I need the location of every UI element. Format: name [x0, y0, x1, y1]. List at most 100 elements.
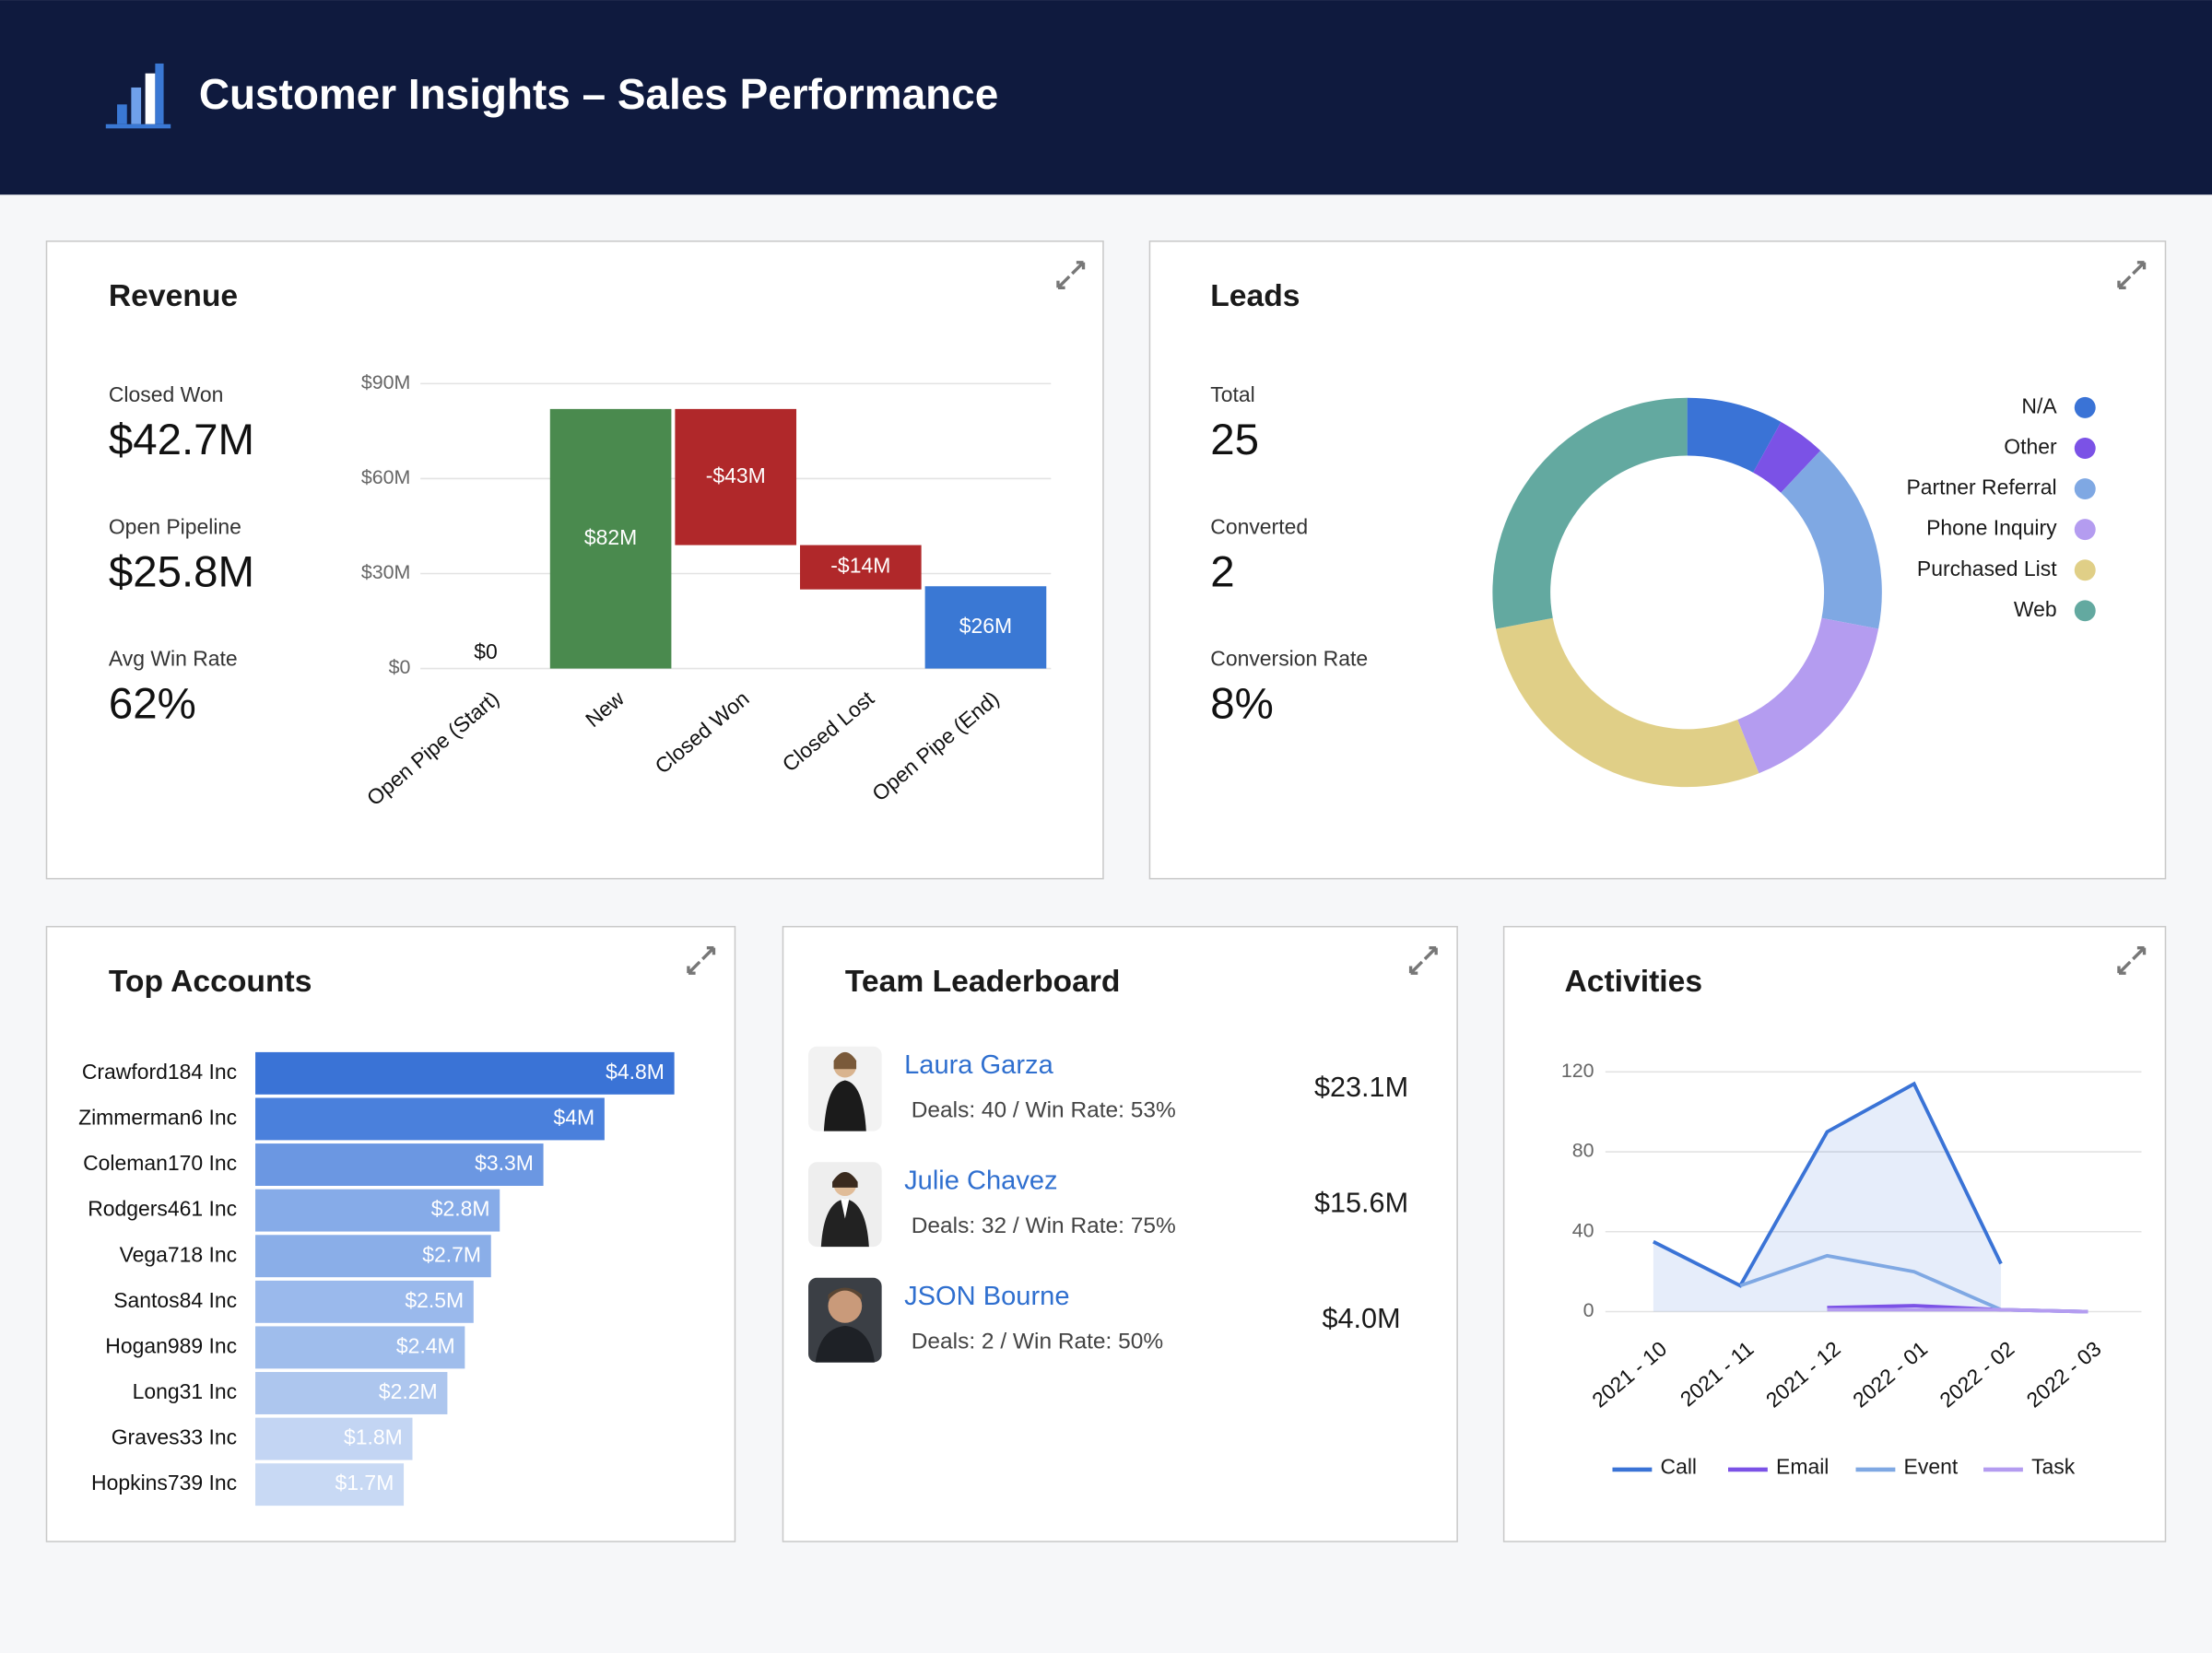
- y-tick-label: Vega718 Inc: [120, 1242, 238, 1266]
- y-tick-label: 80: [1572, 1140, 1594, 1162]
- expand-icon[interactable]: [2117, 261, 2147, 289]
- bar-label: -$43M: [706, 463, 766, 487]
- bar: [255, 1235, 491, 1278]
- panel-title: Leads: [1210, 279, 1300, 313]
- y-tick-label: $30M: [361, 561, 411, 583]
- rep-name[interactable]: Julie Chavez: [904, 1166, 1057, 1195]
- expand-icon[interactable]: [2117, 945, 2147, 975]
- rep-name[interactable]: Laura Garza: [904, 1050, 1053, 1080]
- donut-slice: [1781, 450, 1882, 629]
- expand-icon[interactable]: [687, 945, 716, 975]
- area: [1653, 1084, 2002, 1312]
- donut-slice: [1492, 397, 1688, 629]
- y-tick-label: Coleman170 Inc: [83, 1151, 237, 1175]
- kpi-value: 2: [1210, 547, 1234, 596]
- leaderboard-title: Team Leaderboard: [845, 965, 1121, 999]
- y-tick-label: Zimmerman6 Inc: [78, 1106, 237, 1130]
- legend-label: Task: [2031, 1454, 2076, 1478]
- legend-label: Partner Referral: [1906, 475, 2056, 499]
- bar-label: $2.4M: [396, 1333, 455, 1357]
- y-tick-label: Hopkins739 Inc: [91, 1471, 237, 1495]
- panel-title: Activities: [1564, 965, 1702, 999]
- bar: [255, 1417, 413, 1460]
- y-tick-label: 40: [1572, 1219, 1594, 1241]
- bar-label: $26M: [959, 614, 1012, 638]
- y-tick-label: Crawford184 Inc: [82, 1060, 237, 1084]
- bar-label: $82M: [584, 525, 637, 549]
- bar-label: $2.7M: [422, 1242, 481, 1266]
- bar: [549, 408, 672, 669]
- rep-name[interactable]: JSON Bourne: [904, 1282, 1069, 1311]
- bar: [675, 408, 797, 545]
- line: [1653, 1081, 2003, 1288]
- y-tick-label: $60M: [361, 466, 411, 488]
- bar-label: $2.8M: [431, 1197, 490, 1221]
- bar: [255, 1051, 675, 1095]
- y-tick-label: $90M: [361, 371, 411, 393]
- panel-title: Top Accounts: [109, 965, 312, 999]
- bar: [255, 1143, 544, 1186]
- rep-detail: Deals: 40 / Win Rate: 53%: [912, 1098, 1176, 1123]
- legend-label: Event: [1904, 1454, 1959, 1478]
- legend-swatch: [2074, 396, 2096, 418]
- expand-icons[interactable]: [687, 261, 2147, 975]
- panel-title: Revenue: [109, 279, 238, 313]
- bar: [255, 1463, 405, 1506]
- kpi-label: Total: [1210, 382, 1254, 406]
- rep-detail: Deals: 2 / Win Rate: 50%: [912, 1330, 1163, 1354]
- legend-swatch: [2074, 438, 2096, 459]
- bar-label: $2.2M: [379, 1379, 438, 1403]
- y-tick-label: Graves33 Inc: [112, 1425, 237, 1449]
- legend-swatch: [2074, 519, 2096, 541]
- y-tick-label: Long31 Inc: [133, 1379, 238, 1403]
- avatar: [808, 1046, 882, 1131]
- kpi-value: $42.7M: [109, 416, 254, 464]
- kpi-value: 25: [1210, 416, 1259, 464]
- donut-slice: [1496, 617, 1759, 788]
- header-title: Customer Insights – Sales Performance: [199, 70, 998, 118]
- y-tick-label: 0: [1583, 1299, 1594, 1321]
- legend-swatch: [2074, 559, 2096, 581]
- leaderboard-panel: [782, 925, 1458, 1542]
- header-icon: [105, 63, 171, 129]
- activities-panel: [1502, 925, 2167, 1542]
- bar-label: $4.8M: [606, 1060, 665, 1084]
- kpi-label: Closed Won: [109, 382, 224, 406]
- y-tick-label: Rodgers461 Inc: [88, 1197, 237, 1221]
- donut-slice: [1737, 617, 1879, 774]
- expand-icon[interactable]: [1056, 261, 1086, 289]
- donut-slice: [1687, 397, 1782, 473]
- y-tick-label: Hogan989 Inc: [105, 1333, 237, 1357]
- kpi-value: 8%: [1210, 679, 1274, 728]
- line: [1827, 1307, 2088, 1314]
- rep-amount: $4.0M: [1323, 1303, 1401, 1334]
- kpi-label: Open Pipeline: [109, 514, 241, 538]
- legend-label: Phone Inquiry: [1926, 516, 2057, 540]
- bar-label: $2.5M: [405, 1288, 464, 1312]
- expand-icon[interactable]: [1408, 945, 1438, 975]
- donut-slice: [1753, 421, 1821, 493]
- y-tick-label: $0: [389, 656, 411, 678]
- bar-label: $1.7M: [335, 1471, 394, 1495]
- kpi-label: Converted: [1210, 514, 1308, 538]
- kpi-label: Conversion Rate: [1210, 646, 1368, 670]
- legend-swatch: [2074, 478, 2096, 500]
- header-bar: [0, 0, 2212, 195]
- rep-amount: $15.6M: [1314, 1187, 1408, 1218]
- legend-swatch: [2074, 600, 2096, 622]
- kpi-value: 62%: [109, 679, 196, 728]
- bar-label: $3.3M: [475, 1151, 534, 1175]
- kpi-label: Avg Win Rate: [109, 646, 238, 670]
- bar: [255, 1189, 500, 1232]
- legend-label: Purchased List: [1917, 557, 2057, 580]
- bar: [255, 1097, 605, 1141]
- legend-label: Other: [2004, 435, 2057, 459]
- avatar: [808, 1162, 882, 1248]
- bar-label: $4M: [554, 1106, 595, 1130]
- bar: [255, 1280, 474, 1323]
- rep-detail: Deals: 32 / Win Rate: 75%: [912, 1213, 1176, 1238]
- legend-label: Email: [1776, 1454, 1829, 1478]
- legend-label: Web: [2014, 597, 2057, 621]
